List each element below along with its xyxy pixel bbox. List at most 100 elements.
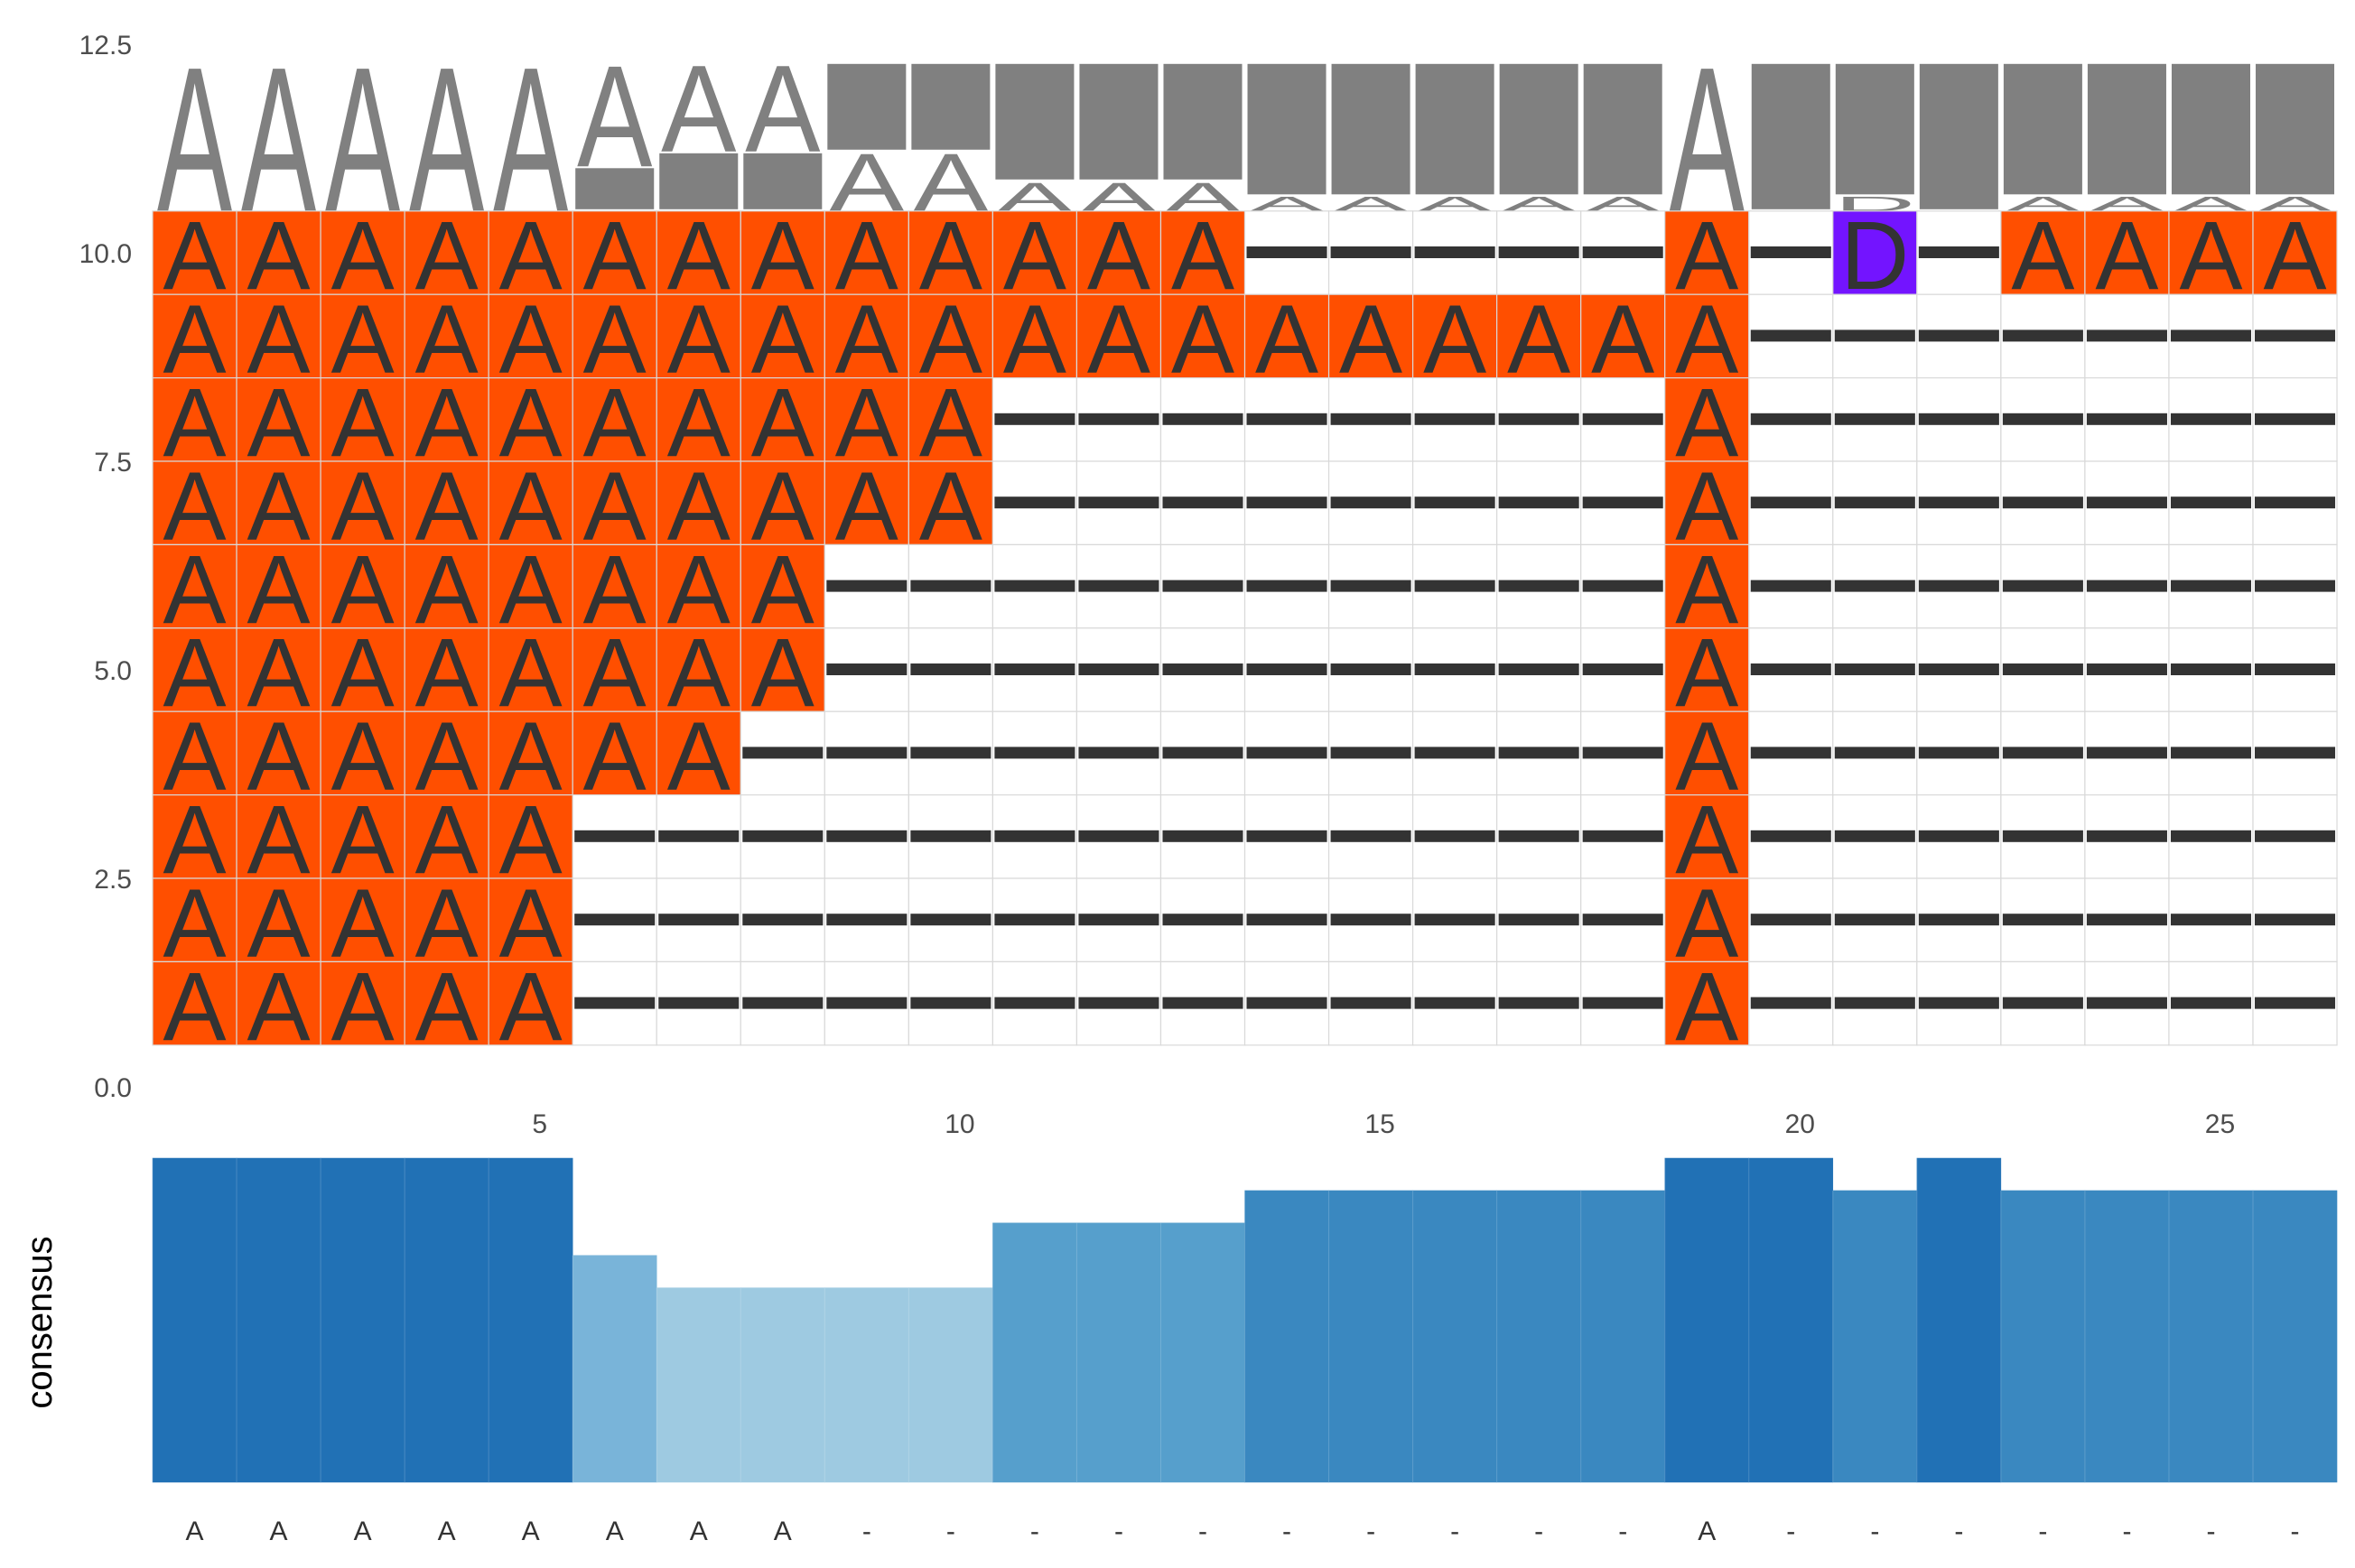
gap-mark: [2255, 663, 2336, 675]
residue-letter: A: [667, 701, 731, 811]
residue-letter: A: [667, 618, 731, 728]
residue-letter: A: [583, 284, 647, 394]
logo-gap-block: [2256, 63, 2335, 195]
alignment-cell: [824, 460, 909, 546]
residue-letter: A: [499, 284, 563, 394]
gap-mark: [1162, 830, 1243, 842]
y-tick-label: 7.5: [94, 448, 132, 478]
consensus-bar: [908, 1287, 993, 1483]
gap-mark: [1498, 830, 1579, 842]
logo-gap-block: [2003, 63, 2082, 195]
logo-gap-block: [911, 63, 991, 150]
consensus-bar: [404, 1157, 489, 1483]
consensus-bar: [1160, 1222, 1245, 1483]
alignment-cell: [236, 377, 321, 462]
residue-letter: A: [163, 368, 227, 478]
residue-letter: A: [583, 534, 647, 644]
residue-letter: A: [1675, 451, 1738, 561]
alignment-cell: [320, 377, 405, 462]
residue-letter: A: [163, 701, 227, 811]
alignment-cell: [488, 293, 573, 379]
consensus-letter: -: [1786, 1517, 1795, 1546]
gap-mark: [910, 997, 991, 1009]
alignment-cell: [236, 960, 321, 1046]
gap-mark: [994, 580, 1075, 592]
residue-letter: A: [667, 534, 731, 644]
alignment-cell: [656, 543, 741, 629]
gap-mark: [1750, 413, 1831, 425]
gap-mark: [1246, 914, 1327, 926]
residue-letter: A: [331, 534, 395, 644]
residue-letter: A: [247, 284, 311, 394]
gap-mark: [1834, 663, 1915, 675]
gap-mark: [1414, 747, 1495, 759]
gap-mark: [1582, 663, 1663, 675]
residue-letter: A: [247, 368, 311, 478]
residue-letter: A: [499, 201, 563, 311]
consensus-letter: -: [2122, 1517, 2131, 1546]
residue-letter: A: [1675, 951, 1738, 1061]
gap-mark: [1750, 496, 1831, 509]
residue-letter: A: [1675, 701, 1738, 811]
residue-letter: A: [1591, 284, 1654, 394]
gap-mark: [1582, 914, 1663, 926]
alignment-cell: [656, 293, 741, 379]
residue-letter: A: [415, 701, 479, 811]
gap-mark: [2255, 830, 2336, 842]
consensus-letter: -: [1198, 1517, 1207, 1546]
gap-mark: [1498, 246, 1579, 258]
residue-letter: A: [1675, 868, 1738, 978]
gap-mark: [2002, 914, 2083, 926]
residue-letter: A: [1003, 201, 1066, 311]
consensus-axis-label: consensus: [20, 1236, 60, 1408]
alignment-cell: [152, 627, 237, 712]
gap-mark: [1750, 914, 1831, 926]
logo-gap-block: [2087, 63, 2166, 195]
residue-letter: A: [835, 284, 898, 394]
alignment-cell: [824, 293, 909, 379]
gap-mark: [2002, 580, 2083, 592]
gap-mark: [742, 914, 824, 926]
consensus-letter: A: [774, 1517, 792, 1546]
gap-mark: [1162, 663, 1243, 675]
alignment-cell: [488, 710, 573, 796]
alignment-cell: [740, 460, 825, 546]
residue-letter: A: [751, 618, 814, 728]
gap-mark: [994, 997, 1075, 1009]
gap-mark: [1330, 246, 1411, 258]
gap-mark: [1498, 747, 1579, 759]
residue-letter: A: [751, 284, 814, 394]
alignment-cell: [236, 793, 321, 879]
residue-letter: A: [1675, 534, 1738, 644]
gap-mark: [1498, 413, 1579, 425]
alignment-cell: [1664, 377, 1750, 462]
consensus-bar: [1664, 1157, 1750, 1483]
gap-mark: [2086, 663, 2167, 675]
residue-letter: A: [415, 201, 479, 311]
residue-letter: A: [919, 368, 982, 478]
gap-mark: [1918, 747, 1999, 759]
gap-mark: [1330, 914, 1411, 926]
residue-letter: A: [2011, 201, 2074, 311]
residue-letter: A: [415, 785, 479, 895]
residue-letter: A: [331, 701, 395, 811]
residue-letter: A: [2179, 201, 2242, 311]
consensus-letter: A: [186, 1517, 204, 1546]
alignment-cell: [320, 877, 405, 963]
consensus-letter: -: [1366, 1517, 1375, 1546]
residue-letter: A: [1255, 284, 1318, 394]
consensus-bar: [1748, 1157, 1834, 1483]
residue-letter: A: [499, 951, 563, 1061]
x-axis: 5 10 15 20 25: [532, 1109, 2235, 1139]
gap-mark: [1582, 413, 1663, 425]
alignment-cell: [740, 543, 825, 629]
gap-mark: [1834, 747, 1915, 759]
gap-mark: [2002, 413, 2083, 425]
residue-letter: A: [415, 868, 479, 978]
gap-mark: [2170, 747, 2251, 759]
residue-letter: A: [331, 284, 395, 394]
gap-mark: [1918, 830, 1999, 842]
gap-mark: [1414, 997, 1495, 1009]
logo-letter: A: [661, 39, 737, 178]
